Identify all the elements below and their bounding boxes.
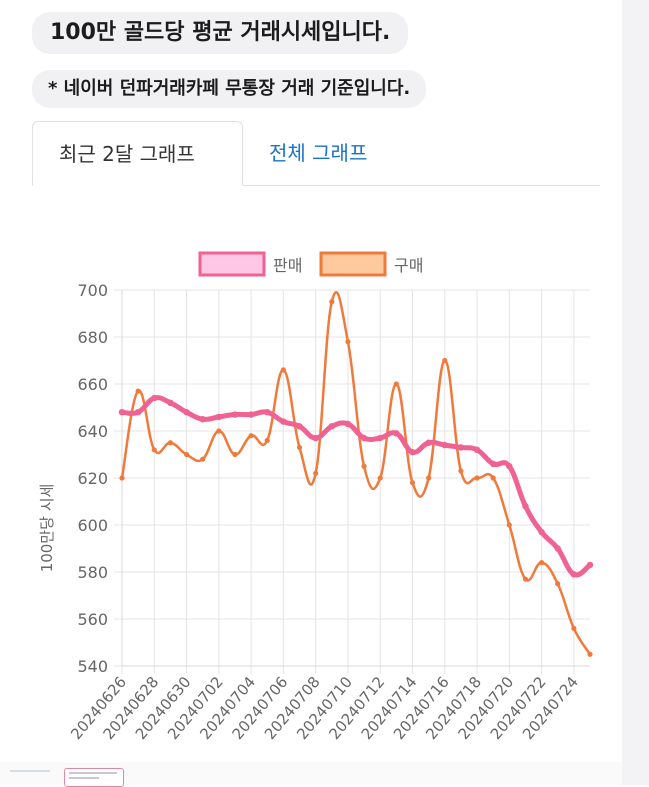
buy-data-point [506, 522, 512, 528]
buy-data-point [296, 444, 303, 451]
legend-swatch-sell [198, 251, 266, 277]
buy-data-point [377, 475, 383, 481]
sell-data-point [134, 409, 142, 416]
buy-data-point [490, 475, 496, 481]
sell-data-point [393, 430, 400, 437]
y-tick-label: 600 [77, 516, 108, 535]
sell-data-point [425, 439, 432, 446]
buy-data-point [280, 367, 286, 373]
buy-data-point [232, 451, 238, 458]
buy-series-line [120, 291, 592, 656]
y-tick-label: 620 [77, 469, 108, 488]
buy-data-point [522, 576, 529, 582]
y-tick-label: 700 [77, 281, 108, 300]
sell-data-point [296, 423, 303, 430]
price-line-chart: 540 560 580 600 620 640 660 680 700 202406262024… [38, 251, 594, 743]
sell-data-point [441, 441, 448, 449]
tab-recent-2-months[interactable]: 최근 2달 그래프 [32, 121, 243, 186]
y-tick-label: 640 [77, 422, 108, 441]
chart-series [118, 291, 594, 657]
y-tick-label: 660 [77, 375, 108, 394]
y-tick-label: 680 [77, 328, 108, 347]
thumbnail-line [69, 772, 117, 774]
sell-data-point [280, 418, 287, 425]
sell-data-point [554, 545, 561, 552]
sell-data-point [538, 528, 545, 536]
sell-data-point [231, 411, 239, 418]
x-axis: 2024062620240628202406302024070220240704… [67, 673, 582, 743]
sell-data-point [473, 446, 481, 453]
buy-data-point [216, 428, 222, 434]
buy-data-point [409, 480, 416, 486]
sell-data-point [118, 409, 126, 416]
sell-data-point [360, 434, 368, 442]
buy-data-point [571, 625, 577, 631]
data-source-note: * 네이버 던파거래카페 무통장 거래 기준입니다. [32, 70, 427, 108]
sell-data-point [264, 409, 271, 416]
sell-data-point [489, 460, 497, 468]
sell-data-point [151, 394, 158, 402]
thumbnail-line [69, 777, 99, 779]
buy-data-point [329, 299, 335, 305]
buy-data-point [183, 451, 190, 458]
buy-data-point [167, 440, 174, 446]
y-tick-label: 580 [77, 563, 108, 582]
sell-data-point [183, 409, 190, 416]
bottom-preview-strip [0, 762, 622, 785]
buy-data-point [200, 456, 206, 462]
legend-swatch-buy [319, 251, 387, 277]
buy-data-point [587, 651, 593, 657]
buy-data-point [313, 470, 319, 476]
buy-data-point [393, 381, 399, 387]
buy-data-point [538, 560, 545, 566]
sell-data-point [167, 399, 174, 406]
chart-tabs: 최근 2달 그래프 전체 그래프 [32, 121, 600, 186]
tab-full-graph[interactable]: 전체 그래프 [269, 141, 368, 165]
buy-data-point [151, 447, 157, 453]
buy-data-point [119, 475, 125, 481]
sell-data-point [312, 434, 319, 442]
y-axis: 540 560 580 600 620 640 660 680 700 [77, 281, 108, 676]
chart-legend: 판매 구매 [198, 251, 423, 277]
buy-data-point [248, 433, 254, 439]
preview-text-placeholder [10, 770, 50, 772]
preview-thumbnail[interactable] [64, 768, 124, 787]
y-axis-label: 100만당 시세 [38, 484, 56, 573]
y-tick-label: 540 [77, 657, 108, 676]
sell-data-point [199, 416, 206, 423]
sell-data-point [247, 411, 255, 418]
legend-label-buy: 구매 [394, 256, 423, 275]
buy-data-point [135, 388, 141, 394]
page-scroll-gutter [622, 0, 649, 785]
sell-data-point [457, 444, 465, 451]
page-title: 100만 골드당 평균 거래시세입니다. [32, 12, 409, 54]
sell-series-line [119, 395, 593, 578]
legend-label-sell: 판매 [273, 256, 302, 275]
buy-data-point [442, 357, 448, 364]
buy-data-point [361, 463, 367, 469]
buy-data-point [474, 475, 480, 481]
sell-data-point [328, 423, 335, 430]
buy-data-point [264, 437, 270, 443]
sell-data-point [586, 561, 594, 569]
sell-data-point [506, 463, 513, 470]
buy-data-point [426, 475, 432, 481]
buy-data-point [458, 468, 464, 474]
sell-data-point [215, 413, 223, 421]
buy-data-point [555, 581, 561, 587]
sell-data-point [570, 571, 578, 578]
sell-data-point [522, 503, 529, 510]
sell-data-point [344, 420, 352, 428]
y-tick-label: 560 [77, 610, 108, 629]
sell-data-point [377, 434, 384, 442]
buy-data-point [345, 339, 351, 345]
sell-data-point [409, 448, 416, 456]
